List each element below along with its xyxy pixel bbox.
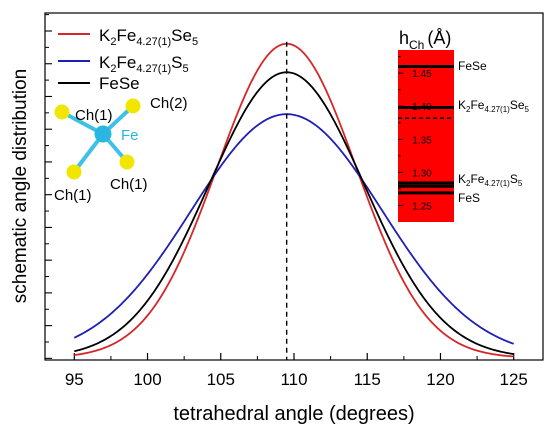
x-tick-label: 95 [65,370,84,389]
inset-title: hCh (Å) [399,28,451,52]
ligand-label: Ch(1) [110,176,148,193]
x-tick-label: 120 [426,370,454,389]
ligand-label: Ch(1) [75,107,113,124]
ligand-label: Ch(1) [54,187,92,204]
legend: K2Fe4.27(1)Se5 K2Fe4.27(1)S5 FeSe [58,26,198,93]
inset-tick-label: 1.30 [412,168,432,179]
x-axis-ticks: 95 100 105 110 115 120 125 [65,353,528,389]
inset-label-s5: K2Fe4.27(1)S5 [458,172,523,188]
y-axis-label: schematic angle distribution [10,69,31,303]
legend-entry-fese: FeSe [99,74,140,93]
series-line [73,113,515,345]
ligand-atom [66,164,82,180]
inset-height-panel: hCh(Å) 1.251.301.351.401.45 FeSe K2Fe4.2… [398,28,530,222]
legend-entry-s5: K2Fe4.27(1)S5 [99,53,189,75]
series-line [74,42,514,358]
ligand-atom [54,104,70,120]
inset-tick-label: 1.35 [412,135,432,146]
inset-label-fese: FeSe [458,59,487,73]
series-line [74,71,514,355]
fe-label: Fe [121,127,139,144]
ligand-atom [119,154,135,170]
inset-tick-label: 1.45 [412,69,432,80]
series-layer [73,42,515,358]
x-tick-label: 125 [500,370,528,389]
x-tick-label: 110 [280,370,307,389]
inset-label-se5: K2Fe4.27(1)Se5 [458,98,530,114]
x-tick-label: 100 [133,370,161,389]
ligand-atom [125,98,141,114]
x-tick-label: 105 [207,370,235,389]
legend-entry-se5: K2Fe4.27(1)Se5 [99,26,198,48]
inset-label-fes: FeS [458,191,480,205]
inset-levels [398,65,454,195]
x-tick-label: 115 [354,370,381,389]
x-axis-label: tetrahedral angle (degrees) [173,403,414,425]
y-axis-ticks [45,14,52,359]
fe-atom [94,125,112,143]
tetrahedron-sketch: Fe Ch(1) Ch(2) Ch(1) Ch(1) [54,95,188,204]
ligand-label: Ch(2) [150,95,188,112]
inset-tick-label: 1.25 [412,201,432,212]
